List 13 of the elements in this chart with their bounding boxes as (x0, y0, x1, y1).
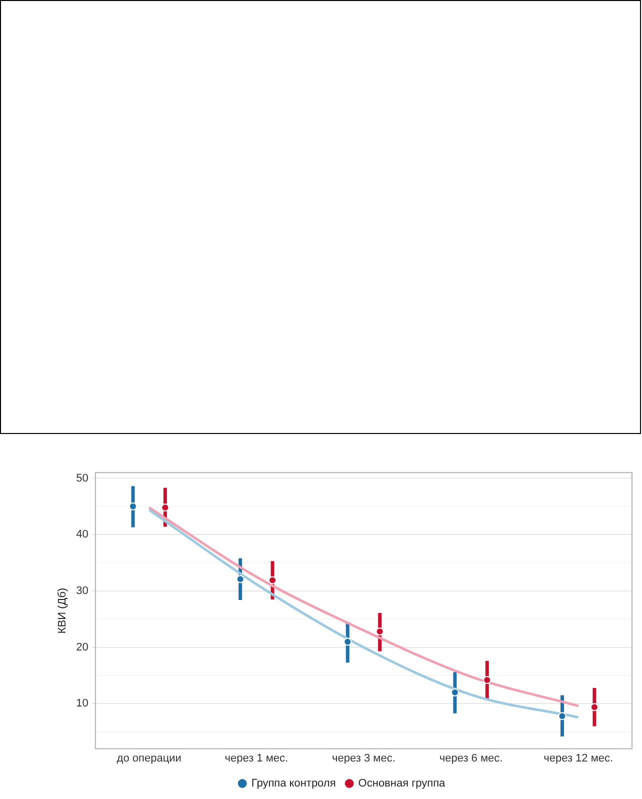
y-tick-label: 50 (76, 472, 88, 484)
y-tick-label: 40 (76, 528, 88, 541)
legend-label: Группа контроля (251, 778, 336, 790)
x-tick-label: через 3 мес. (332, 752, 396, 764)
x-tick-label: через 6 мес. (439, 752, 503, 764)
x-tick-label: через 12 мес. (544, 752, 614, 764)
x-tick-label: до операции (116, 752, 182, 764)
y-axis-title: КВИ (Дб) (56, 588, 69, 634)
y-tick-label: 30 (76, 585, 88, 598)
x-tick-label: через 1 мес. (224, 752, 288, 764)
y-tick-label: 10 (76, 698, 88, 710)
legend-label: Основная группа (358, 778, 446, 790)
y-tick-label: 20 (76, 641, 88, 654)
